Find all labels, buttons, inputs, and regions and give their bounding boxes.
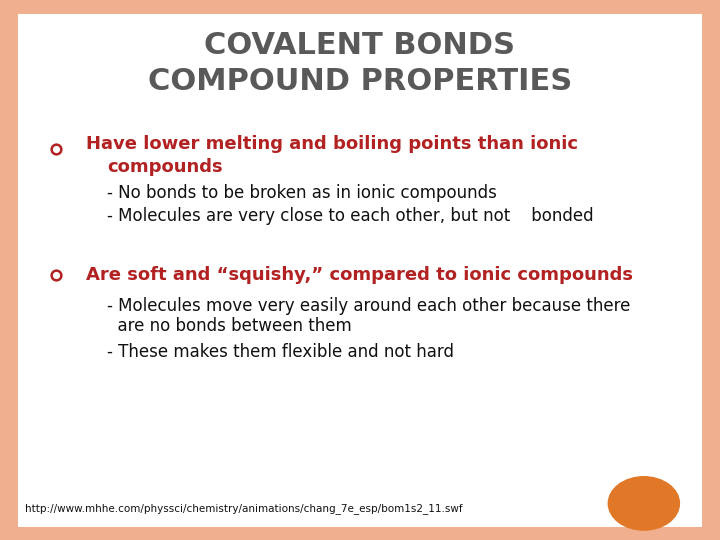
Text: COMPOUND PROPERTIES: COMPOUND PROPERTIES (148, 68, 572, 96)
Text: - Molecules move very easily around each other because there: - Molecules move very easily around each… (107, 297, 630, 315)
Text: COVALENT BONDS: COVALENT BONDS (204, 31, 516, 60)
Text: compounds: compounds (107, 158, 222, 177)
Circle shape (608, 477, 680, 530)
Text: are no bonds between them: are no bonds between them (107, 318, 351, 335)
Text: Are soft and “squishy,” compared to ionic compounds: Are soft and “squishy,” compared to ioni… (86, 266, 634, 284)
Text: http://www.mhhe.com/physsci/chemistry/animations/chang_7e_esp/bom1s2_11.swf: http://www.mhhe.com/physsci/chemistry/an… (24, 503, 462, 514)
Text: Have lower melting and boiling points than ionic: Have lower melting and boiling points th… (86, 136, 578, 153)
Text: - These makes them flexible and not hard: - These makes them flexible and not hard (107, 343, 454, 361)
Text: - Molecules are very close to each other, but not    bonded: - Molecules are very close to each other… (107, 207, 593, 225)
Text: - No bonds to be broken as in ionic compounds: - No bonds to be broken as in ionic comp… (107, 184, 497, 202)
